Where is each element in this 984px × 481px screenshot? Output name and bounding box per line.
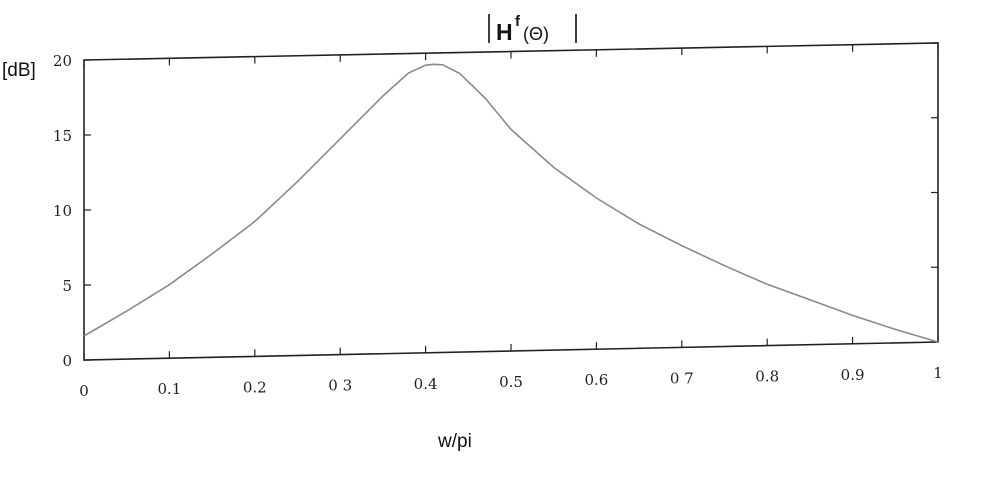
x-tick-label: 0.1 xyxy=(157,380,181,398)
title-superscript: f xyxy=(515,13,521,30)
chart-title: H f (Θ) xyxy=(488,13,577,45)
x-tick-label: 0.9 xyxy=(841,366,865,384)
y-tick-label: 10 xyxy=(53,202,72,220)
x-axis-label: w/pi xyxy=(437,431,472,452)
x-tick-label: 0.8 xyxy=(755,368,779,386)
y-tick-label: 5 xyxy=(62,277,72,295)
x-tick-label: 0 3 xyxy=(328,377,352,395)
y-tick-label: 20 xyxy=(53,52,72,70)
x-tick-label: 0.6 xyxy=(584,371,608,389)
y-tick-label: 0 xyxy=(62,352,72,370)
x-tick-label: 1 xyxy=(933,364,943,382)
x-tick-label: 0.2 xyxy=(243,378,267,396)
x-tick-label: 0.5 xyxy=(499,373,523,391)
plot-frame xyxy=(83,42,939,361)
ticks xyxy=(83,42,939,361)
title-argument: (Θ) xyxy=(523,24,549,44)
x-tick-label: 0 xyxy=(79,382,89,400)
x-tick-label: 0.4 xyxy=(414,375,438,393)
title-main: H xyxy=(496,19,513,45)
x-tick-label: 0 7 xyxy=(670,369,694,387)
y-tick-label: 15 xyxy=(53,127,72,145)
series-line xyxy=(83,63,939,343)
y-axis-label: [dB] xyxy=(2,60,36,81)
